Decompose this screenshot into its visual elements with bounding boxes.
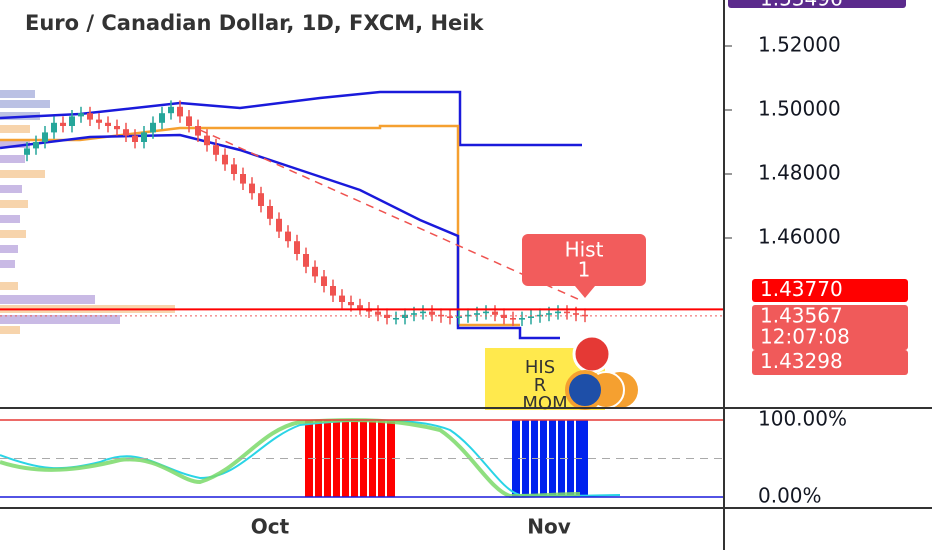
candle-body xyxy=(573,313,579,315)
price-label-box xyxy=(752,279,908,302)
candle-body xyxy=(312,266,318,277)
candle-body xyxy=(123,129,129,136)
candle-body xyxy=(402,314,408,318)
candle-body xyxy=(501,314,507,318)
price-label-box xyxy=(752,350,908,375)
price-label: 1.43567 xyxy=(760,304,843,328)
candle-body xyxy=(393,318,399,320)
y-tick-label: 1.52000 xyxy=(758,33,841,57)
candle-body xyxy=(195,126,201,136)
candle-body xyxy=(105,122,111,126)
overlay-text: MOM xyxy=(522,393,567,414)
candle-body xyxy=(348,302,354,306)
candle-body xyxy=(213,145,219,155)
candle-body xyxy=(429,311,435,315)
candle-body xyxy=(150,122,156,133)
candle-body xyxy=(330,286,336,296)
annotation-text: 1 xyxy=(578,258,591,282)
candle-body xyxy=(177,106,183,117)
candle-body xyxy=(186,116,192,126)
candle-body xyxy=(87,113,93,120)
candle-body xyxy=(60,122,66,126)
candle-body xyxy=(303,254,309,267)
y-tick-label: 0.00% xyxy=(758,484,822,508)
candle-body xyxy=(231,164,237,174)
overlay-text: HIS xyxy=(525,357,555,378)
candle-body xyxy=(474,313,480,315)
candle-body xyxy=(357,305,363,309)
candle-body xyxy=(267,206,273,219)
y-tick-label: 1.48000 xyxy=(758,161,841,185)
candle-body xyxy=(222,154,228,165)
candle-body xyxy=(42,132,48,142)
candle-body xyxy=(321,276,327,286)
indicator-lines xyxy=(0,90,582,340)
oscillator-bars xyxy=(305,420,588,497)
candle-body xyxy=(564,311,570,314)
oscillator-curves xyxy=(0,418,621,499)
price-label: 1.43298 xyxy=(760,349,843,373)
candle-body xyxy=(294,241,300,254)
candle-body xyxy=(240,174,246,184)
candle-body xyxy=(339,295,345,302)
candle-body xyxy=(510,318,516,320)
chart-title: Euro / Canadian Dollar, 1D, FXCM, Heik xyxy=(25,11,484,35)
candle-body xyxy=(492,311,498,315)
y-tick-label: 1.50000 xyxy=(758,97,841,121)
candle-body xyxy=(465,314,471,317)
candle-body xyxy=(33,142,39,149)
overlay-text: R xyxy=(534,375,547,396)
x-tick-label: Nov xyxy=(527,515,571,539)
candle-body xyxy=(528,316,534,318)
candle-body xyxy=(375,311,381,315)
flags-overlay: HIS R MOM xyxy=(485,334,638,414)
candle-body xyxy=(141,132,147,142)
candle-body xyxy=(114,126,120,130)
candle-body xyxy=(258,193,264,206)
candle-body xyxy=(411,313,417,315)
candle-body xyxy=(420,311,426,314)
candle-body xyxy=(24,148,30,155)
candle-body xyxy=(96,119,102,123)
candle-body xyxy=(447,316,453,318)
candle-body xyxy=(204,135,210,146)
candle-body xyxy=(555,311,561,314)
x-tick-label: Oct xyxy=(251,515,290,539)
y-tick-label: 100.00% xyxy=(758,407,847,431)
price-label-box xyxy=(752,305,908,350)
price-label: 1.53496 xyxy=(760,0,843,11)
candle-body xyxy=(132,135,138,142)
candle-body xyxy=(69,116,75,126)
candle-body xyxy=(159,113,165,123)
candle-body xyxy=(285,231,291,242)
candle-body xyxy=(519,318,525,320)
candle-body xyxy=(456,316,462,318)
candle-body xyxy=(51,122,57,133)
candle-body xyxy=(78,113,84,117)
candle-body xyxy=(483,311,489,314)
price-label: 1.43770 xyxy=(760,277,843,301)
candle-body xyxy=(546,313,552,315)
volume-profile xyxy=(0,90,175,334)
candle-body xyxy=(384,314,390,318)
price-label-box xyxy=(728,0,906,8)
annotation-text: Hist xyxy=(565,238,604,262)
candle-body xyxy=(276,218,282,232)
candle-body xyxy=(168,106,174,114)
y-tick-label: 1.46000 xyxy=(758,225,841,249)
countdown: 12:07:08 xyxy=(760,325,850,349)
candle-body xyxy=(249,183,255,194)
annotation-bubble: Hist 1 xyxy=(522,234,646,298)
